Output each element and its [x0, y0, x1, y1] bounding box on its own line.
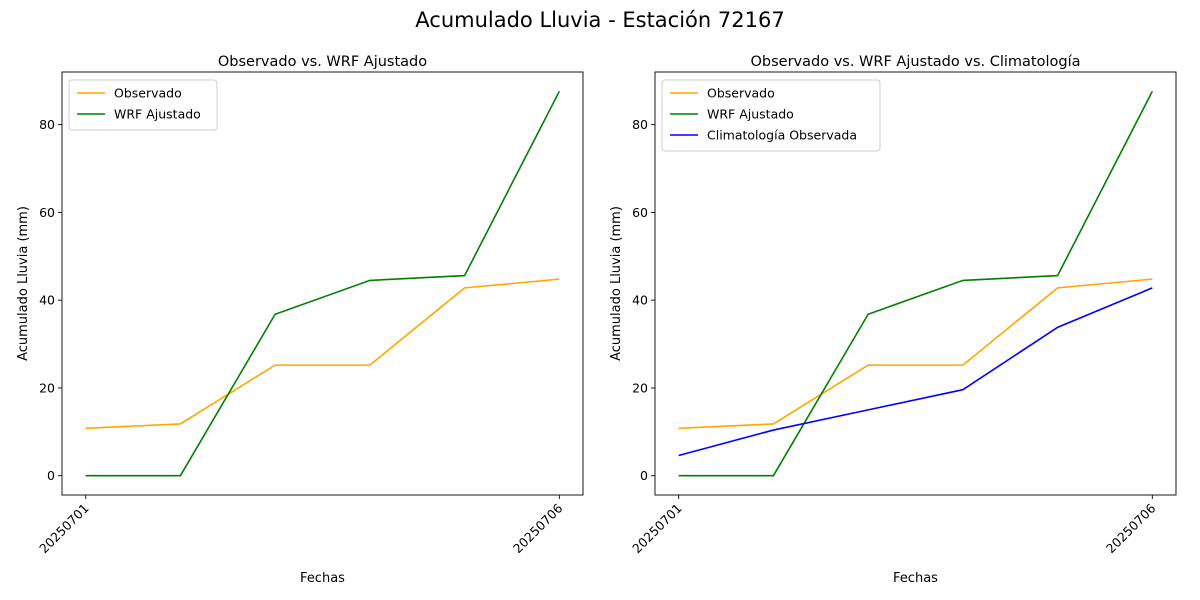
y-tick-label: 0: [640, 468, 648, 483]
x-tick-label: 20250701: [629, 501, 685, 557]
plot-frame: [654, 71, 1177, 496]
chart-title: Observado vs. WRF Ajustado vs. Climatolo…: [751, 54, 1081, 70]
y-tick-label: 0: [47, 468, 55, 483]
legend-box: [68, 79, 218, 131]
figure-title: Acumulado Lluvia - Estación 72167: [415, 8, 785, 32]
chart-title: Observado vs. WRF Ajustado: [218, 54, 427, 70]
y-tick-label: 60: [632, 205, 648, 220]
legend-label: Observado: [114, 86, 182, 101]
y-tick-label: 60: [39, 205, 55, 220]
y-axis-label: Acumulado Lluvia (mm): [16, 206, 31, 361]
y-tick-label: 20: [632, 380, 648, 395]
series-line-climatología-observada: [678, 287, 1153, 457]
legend-label: WRF Ajustado: [707, 107, 794, 122]
chart-left: Observado vs. WRF Ajustado 0 20 40 60 80 20250…: [16, 54, 584, 586]
series-line-observado: [85, 278, 560, 430]
x-axis-label: Fechas: [893, 571, 938, 586]
y-tick-label: 20: [39, 380, 55, 395]
y-axis-label: Acumulado Lluvia (mm): [609, 206, 624, 361]
y-tick-label: 80: [632, 117, 648, 132]
chart-right: Observado vs. WRF Ajustado vs. Climatolo…: [609, 54, 1177, 586]
x-axis-label: Fechas: [300, 571, 345, 586]
series-line-wrf-ajustado: [85, 90, 561, 477]
x-tick-label: 20250701: [36, 501, 92, 557]
y-tick-label: 40: [632, 293, 648, 308]
legend-label: Climatología Observada: [707, 128, 857, 143]
plot-frame: [61, 71, 584, 496]
x-tick-label: 20250706: [1103, 500, 1159, 556]
y-tick-label: 80: [39, 117, 55, 132]
y-tick-label: 40: [39, 293, 55, 308]
legend-label: WRF Ajustado: [114, 107, 201, 122]
legend-box: [661, 79, 881, 152]
series-line-wrf-ajustado: [678, 90, 1154, 477]
series-line-observado: [678, 278, 1153, 430]
legend-label: Observado: [707, 86, 775, 101]
x-tick-label: 20250706: [510, 500, 566, 556]
